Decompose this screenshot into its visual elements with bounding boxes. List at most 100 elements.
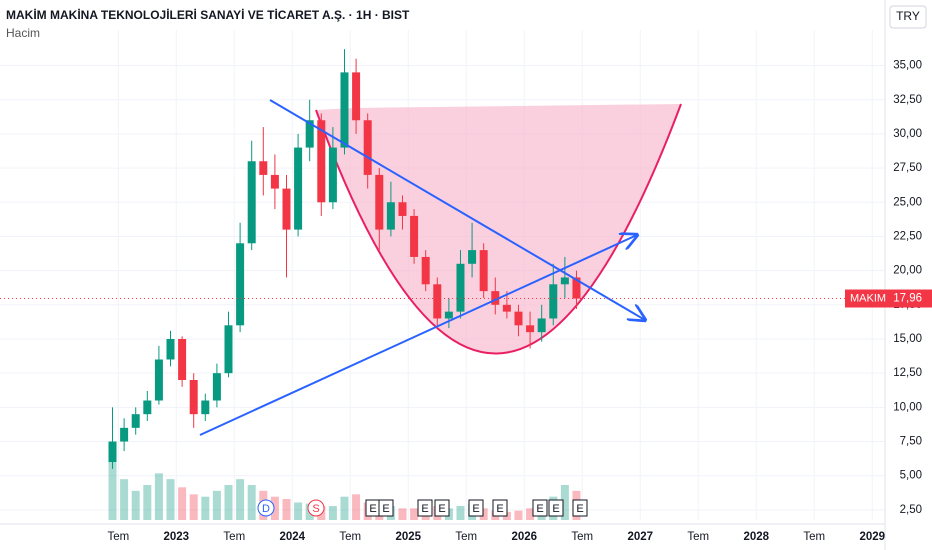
candle-body — [456, 263, 465, 312]
candle-body — [479, 250, 488, 292]
volume-bar — [236, 479, 245, 520]
volume-bar — [514, 510, 523, 520]
event-label: E — [369, 503, 376, 515]
x-tick-label: 2027 — [627, 531, 653, 543]
volume-bar — [178, 487, 187, 520]
cup-curve — [315, 103, 682, 355]
candle-body — [108, 441, 117, 463]
x-tick-label: Tem — [803, 531, 825, 543]
y-tick-label: 10,00 — [893, 401, 922, 413]
candle-body — [444, 311, 453, 319]
volume-bar — [294, 502, 303, 520]
candle-body — [166, 338, 175, 360]
candle-body — [178, 338, 187, 380]
candle-body — [201, 400, 210, 415]
x-tick-label: 2028 — [743, 531, 769, 543]
volume-bar — [479, 508, 488, 520]
volume-bar — [352, 494, 361, 520]
candle-body — [282, 188, 291, 230]
candle-body — [247, 161, 256, 244]
event-label: S — [312, 503, 319, 515]
currency-button[interactable] — [889, 5, 927, 29]
volume-bar — [143, 485, 152, 520]
x-tick-label: Tem — [223, 531, 245, 543]
candle-body — [421, 256, 430, 285]
event-marker — [548, 499, 564, 517]
event-marker — [307, 499, 325, 517]
y-tick-label: 5,00 — [900, 470, 922, 482]
volume-bar — [212, 490, 221, 520]
y-tick-label: 32,50 — [893, 94, 922, 106]
volume-bar — [410, 508, 419, 520]
candle-body — [259, 161, 268, 175]
event-marker — [532, 499, 548, 517]
volume-bar — [398, 508, 407, 520]
candle-body — [131, 414, 140, 428]
candle-body — [363, 120, 372, 175]
x-tick-label: 2024 — [279, 531, 305, 543]
axes: 2,505,007,5010,0012,5015,0017,5020,0022,… — [0, 60, 932, 543]
candle-body — [386, 202, 395, 230]
volume-bar — [120, 479, 129, 520]
event-label: E — [421, 503, 428, 515]
candle-body — [236, 243, 245, 326]
event-marker — [492, 499, 508, 517]
volume-bar — [456, 506, 465, 520]
candle-body — [491, 291, 500, 305]
volume-bar — [328, 506, 337, 520]
y-tick-label: 25,00 — [893, 196, 922, 208]
price-symbol: MAKIM — [850, 292, 886, 304]
event-marker — [417, 499, 433, 517]
candle-body — [120, 427, 129, 442]
y-tick-label: 12,50 — [893, 367, 922, 379]
y-tick-label: 30,00 — [893, 128, 922, 140]
candle-body — [514, 311, 523, 326]
volume-bar — [154, 473, 163, 520]
x-tick-label: Tem — [687, 531, 709, 543]
price-value: 17,96 — [893, 293, 922, 305]
event-label: E — [576, 503, 583, 515]
volume-bar — [526, 508, 535, 520]
candle-body — [352, 72, 361, 121]
volume-bar — [131, 490, 140, 520]
event-label: E — [382, 503, 389, 515]
x-tick-label: 2025 — [395, 531, 421, 543]
x-tick-label: Tem — [107, 531, 129, 543]
grid — [0, 30, 885, 520]
candle-body — [502, 304, 511, 312]
volume-bar — [270, 496, 279, 520]
candle-body — [549, 284, 558, 319]
volume-bar — [108, 450, 117, 520]
candle-body — [270, 174, 279, 189]
candle-body — [328, 147, 337, 203]
candle-body — [189, 380, 198, 415]
currency[interactable]: TRY — [896, 9, 920, 23]
volume-bar — [166, 479, 175, 520]
event-marker — [257, 499, 275, 517]
x-tick-label: 2029 — [859, 531, 885, 543]
event-label: E — [438, 503, 445, 515]
candle-body — [294, 147, 303, 230]
candle-body — [537, 318, 546, 333]
event-marker — [434, 499, 450, 517]
volume-bar — [224, 485, 233, 520]
candle-body — [468, 250, 477, 264]
volume-bar — [189, 494, 198, 520]
cup-fill — [316, 104, 681, 354]
volume-bar — [201, 496, 210, 520]
candle-body — [305, 120, 314, 148]
x-tick-label: Tem — [455, 531, 477, 543]
trend-line-up — [199, 235, 637, 436]
event-label: E — [536, 503, 543, 515]
volume-label: Hacim — [6, 26, 40, 40]
event-marker — [378, 499, 394, 517]
candle-body — [398, 202, 407, 216]
candle-body — [224, 325, 233, 374]
candle-body — [560, 277, 569, 285]
candle-body — [340, 72, 349, 148]
volume-bar — [340, 496, 349, 520]
volume-bar — [247, 485, 256, 520]
event-marker — [572, 499, 588, 517]
